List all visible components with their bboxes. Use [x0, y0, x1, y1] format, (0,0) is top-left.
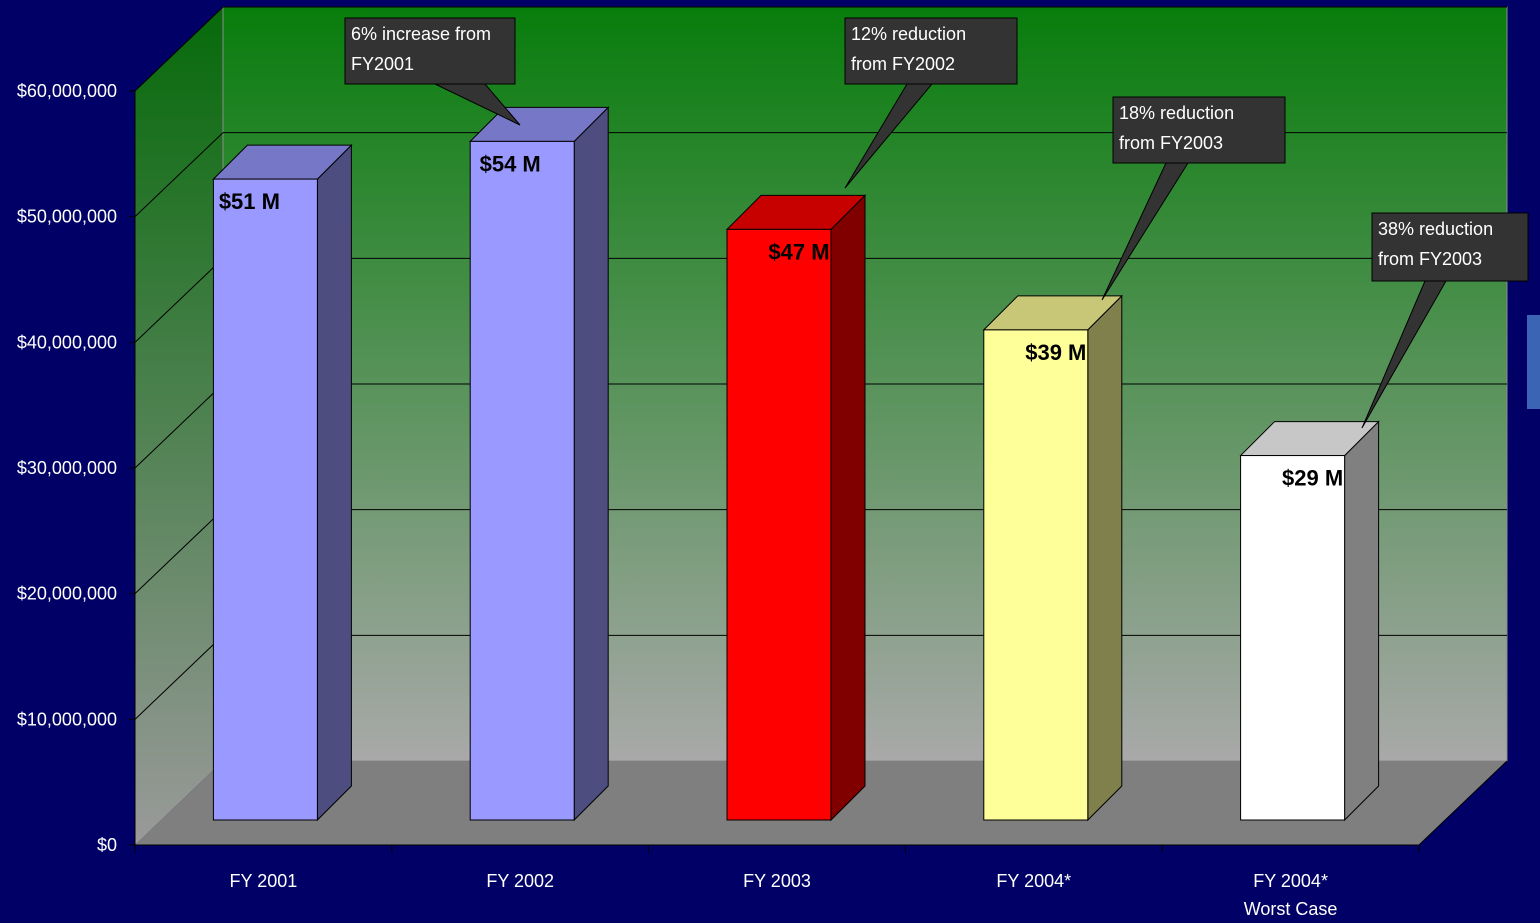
bar-data-label: $54 M [480, 151, 541, 176]
bar: $51 M [212, 143, 353, 822]
gridline-side [134, 509, 224, 595]
bar-front-face [212, 178, 318, 821]
side-tab [1527, 315, 1540, 409]
gridline-side [134, 6, 224, 92]
bar: $47 M [725, 194, 867, 822]
axes: $0 $10,000,000 $20,000,000 $30,000,000 $40,0… [17, 81, 1508, 919]
y-tick-label: $40,000,000 [17, 332, 117, 352]
bar-front-face [983, 329, 1089, 821]
bar-front-face [726, 228, 832, 821]
y-tick-label: $60,000,000 [17, 81, 117, 101]
y-tick-label: $20,000,000 [17, 584, 117, 604]
x-axis-depth-line [1418, 760, 1508, 846]
callout-text-line2: from FY2002 [851, 54, 955, 74]
bar-front-face [1240, 455, 1346, 821]
bar: $29 M [1239, 420, 1380, 822]
bar-side-face [316, 143, 352, 822]
callout-text-line1: 6% increase from [351, 24, 491, 44]
y-tick-label: $50,000,000 [17, 207, 117, 227]
y-tick-label: $10,000,000 [17, 709, 117, 729]
bar-data-label: $47 M [768, 239, 829, 264]
y-tick-label: $0 [97, 835, 117, 855]
gridline-side [134, 634, 224, 720]
annotation-callout: 18% reduction from FY2003 [1101, 96, 1286, 301]
bar-front-face [469, 140, 575, 821]
x-category-label: FY 2002 [486, 871, 554, 891]
x-category-label: FY 2003 [743, 871, 811, 891]
gridline-side [134, 257, 224, 343]
bar-data-label: $29 M [1282, 466, 1343, 491]
x-category-label: FY 2004* [1253, 871, 1328, 891]
gridline-side [134, 383, 224, 469]
bar: $54 M [468, 106, 610, 822]
bar-side-face [830, 194, 866, 822]
callout-text-line1: 12% reduction [851, 24, 966, 44]
callout-box [844, 17, 1018, 85]
bar-data-label: $51 M [219, 189, 280, 214]
x-category-label: FY 2001 [230, 871, 298, 891]
x-category-label-line2: Worst Case [1244, 899, 1338, 919]
callout-box [344, 17, 516, 85]
callout-text-line2: from FY2003 [1119, 133, 1223, 153]
bar-side-face [1087, 294, 1123, 822]
y-tick-label: $30,000,000 [17, 458, 117, 478]
annotation-callout: 6% increase from FY2001 [344, 17, 521, 126]
callout-box [1112, 96, 1286, 164]
gridline-side [134, 132, 224, 218]
callout-text-line1: 38% reduction [1378, 219, 1493, 239]
bar-data-label: $39 M [1025, 340, 1086, 365]
callout-text-line2: FY2001 [351, 54, 414, 74]
annotation-callout: 12% reduction from FY2002 [844, 17, 1018, 189]
bars: $51 M $54 M $47 M $39 M $29 M [212, 106, 1380, 822]
bar: $39 M [982, 294, 1124, 822]
annotations: 6% increase from FY2001 12% reduction from … [344, 17, 1529, 429]
bar-side-face [1344, 420, 1380, 822]
bar-side-face [573, 106, 609, 822]
annotation-callout: 38% reduction from FY2003 [1361, 212, 1529, 429]
callout-text-line1: 18% reduction [1119, 103, 1234, 123]
callout-box [1371, 212, 1529, 282]
callout-text-line2: from FY2003 [1378, 249, 1482, 269]
x-category-label: FY 2004* [996, 871, 1071, 891]
